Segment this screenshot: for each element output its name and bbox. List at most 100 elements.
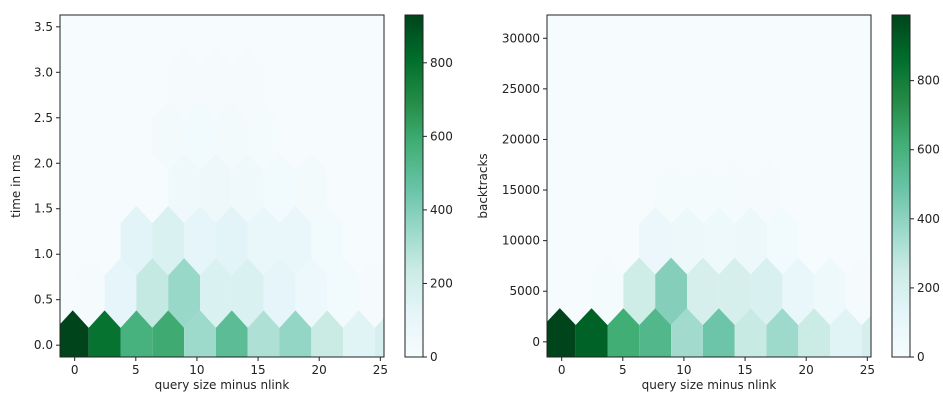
y-tick-label: 15000: [502, 183, 540, 197]
x-axis-label: query size minus nlink: [155, 378, 290, 392]
hexbin-layer: [547, 105, 871, 357]
hex-bin: [655, 257, 687, 325]
x-tick-label: 15: [737, 363, 752, 377]
colorbar-tick-label: 200: [917, 281, 940, 295]
x-tick-label: 20: [799, 363, 814, 377]
y-tick-label: 30000: [502, 31, 540, 45]
hex-bin: [247, 310, 280, 357]
x-tick-label: 0: [71, 363, 79, 377]
hex-bin: [231, 48, 264, 119]
hex-bin: [311, 310, 343, 357]
x-tick-label: 15: [250, 363, 265, 377]
y-axis-label: backtracks: [476, 153, 490, 218]
hex-bin: [327, 258, 359, 328]
x-tick-label: 0: [558, 363, 566, 377]
colorbar-gradient: [405, 15, 423, 357]
hex-bin: [687, 257, 719, 325]
colorbar-tick-label: 600: [430, 129, 453, 143]
hex-bin: [591, 257, 624, 325]
hex-bin: [184, 101, 216, 171]
hex-bin: [120, 310, 153, 357]
chart-panel-2: 0 5 10 15 20 25 0 5000 10000 15000 20000 25000 30000…: [476, 14, 940, 392]
hex-bin: [263, 258, 296, 328]
hex-bin: [184, 15, 216, 67]
hex-bin: [623, 257, 656, 325]
hex-bin: [734, 308, 767, 357]
hex-bin: [120, 205, 153, 276]
x-tick-label: 5: [619, 363, 627, 377]
hex-bin: [374, 317, 384, 357]
hex-bin: [263, 153, 296, 224]
hex-bin: [184, 310, 216, 357]
colorbar-gradient: [892, 15, 910, 357]
y-tick-label: 0.0: [34, 338, 53, 352]
hex-bin: [200, 48, 232, 119]
hex-bin: [814, 257, 846, 325]
y-tick-label: 2.5: [34, 111, 53, 125]
hex-bin: [718, 156, 751, 224]
hex-bin: [702, 206, 735, 275]
hexbin-layer: [60, 15, 384, 357]
y-tick-label: 1.5: [34, 202, 53, 216]
hex-bin: [734, 206, 767, 275]
hex-bin: [782, 257, 815, 325]
hex-bin: [168, 153, 200, 224]
x-tick-label: 25: [860, 363, 875, 377]
colorbar-frame: [404, 14, 424, 358]
hex-bin: [750, 156, 783, 224]
hex-bin: [671, 105, 703, 174]
hex-bin: [295, 258, 328, 328]
hex-bin: [184, 205, 216, 276]
hex-bin: [247, 101, 280, 171]
hex-bin: [215, 205, 248, 276]
y-tick-label: 20000: [502, 132, 540, 146]
colorbar-tick-label: 400: [917, 212, 940, 226]
hex-bin: [295, 153, 328, 224]
hex-bin: [766, 206, 799, 275]
hex-bin: [168, 48, 200, 119]
hex-bin: [60, 310, 89, 357]
hex-bin: [200, 153, 232, 224]
hex-bin: [215, 310, 248, 357]
hex-bin: [607, 308, 640, 357]
colorbar-tick-label: 600: [917, 143, 940, 157]
y-tick-label: 0: [532, 335, 540, 349]
hex-bin: [168, 258, 200, 328]
hex-bin: [358, 258, 384, 328]
x-tick-label: 20: [312, 363, 327, 377]
colorbar-tick-label: 800: [917, 74, 940, 88]
hex-bin: [152, 310, 185, 357]
colorbar: 0 200 400 600 800: [891, 14, 940, 364]
hex-bin: [152, 101, 185, 171]
colorbar-tick-label: 0: [917, 350, 925, 364]
hex-bin: [279, 205, 312, 276]
hex-bin: [200, 258, 232, 328]
axes-frame: [546, 14, 872, 358]
hex-bin: [231, 258, 264, 328]
hex-bin: [671, 308, 703, 357]
hex-bin: [104, 258, 137, 328]
hex-bin: [845, 257, 871, 325]
hex-bin: [215, 101, 248, 171]
colorbar-tick-label: 200: [430, 276, 453, 290]
y-tick-label: 2.0: [34, 156, 53, 170]
hex-bin: [231, 153, 264, 224]
hex-bin: [671, 206, 703, 275]
y-tick-label: 3.5: [34, 20, 53, 34]
hex-bin: [750, 257, 783, 325]
colorbar-tick-label: 400: [430, 203, 453, 217]
hex-bin: [655, 156, 687, 224]
x-tick-label: 5: [132, 363, 140, 377]
hex-bin: [575, 308, 608, 357]
hex-bin: [639, 308, 672, 357]
hex-bin: [702, 105, 735, 174]
hex-bin: [152, 205, 185, 276]
hex-bin: [72, 258, 105, 328]
hex-bin: [279, 310, 312, 357]
y-tick-label: 25000: [502, 82, 540, 96]
y-axis-label: time in ms: [9, 154, 23, 218]
hex-bin: [718, 257, 751, 325]
y-tick-label: 10000: [502, 234, 540, 248]
x-axis-label: query size minus nlink: [642, 378, 777, 392]
